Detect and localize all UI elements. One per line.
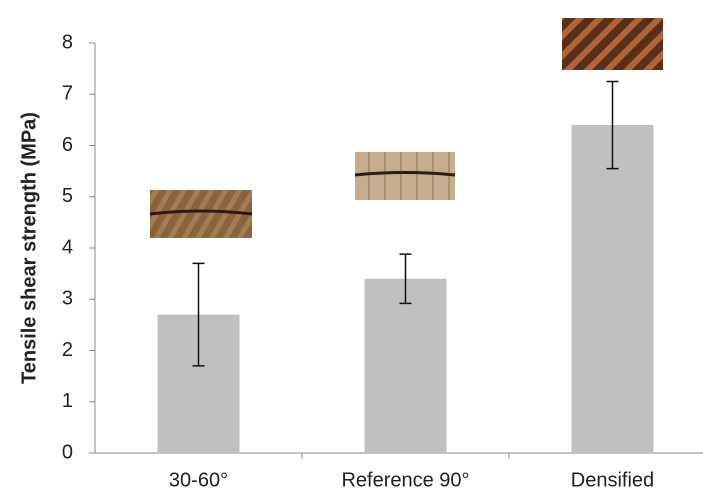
y-tick-label: 0: [62, 441, 73, 463]
specimen-images: [149, 18, 663, 238]
error-bar: [606, 80, 619, 170]
error-bar: [399, 253, 412, 305]
y-tick-label: 5: [62, 185, 73, 207]
y-tick-label: 4: [62, 236, 73, 258]
x-tick-label: Densified: [571, 469, 654, 491]
y-tick-label: 7: [62, 83, 73, 105]
y-tick-label: 3: [62, 288, 73, 310]
specimen-image: [150, 190, 252, 238]
x-tick-label: Reference 90°: [341, 469, 469, 491]
crack: [354, 171, 456, 177]
y-tick-label: 8: [62, 31, 73, 53]
y-axis-label: Tensile shear strength (MPa): [18, 112, 40, 384]
bar: [571, 125, 654, 453]
crack: [149, 209, 253, 216]
specimen-image: [562, 18, 663, 70]
x-tick-label: 30-60°: [169, 469, 228, 491]
bar: [364, 278, 447, 453]
y-tick-label: 2: [62, 339, 73, 361]
y-tick-label: 1: [62, 390, 73, 412]
error-bar: [192, 262, 205, 367]
specimen-image: [355, 152, 455, 200]
y-tick-label: 6: [62, 134, 73, 156]
